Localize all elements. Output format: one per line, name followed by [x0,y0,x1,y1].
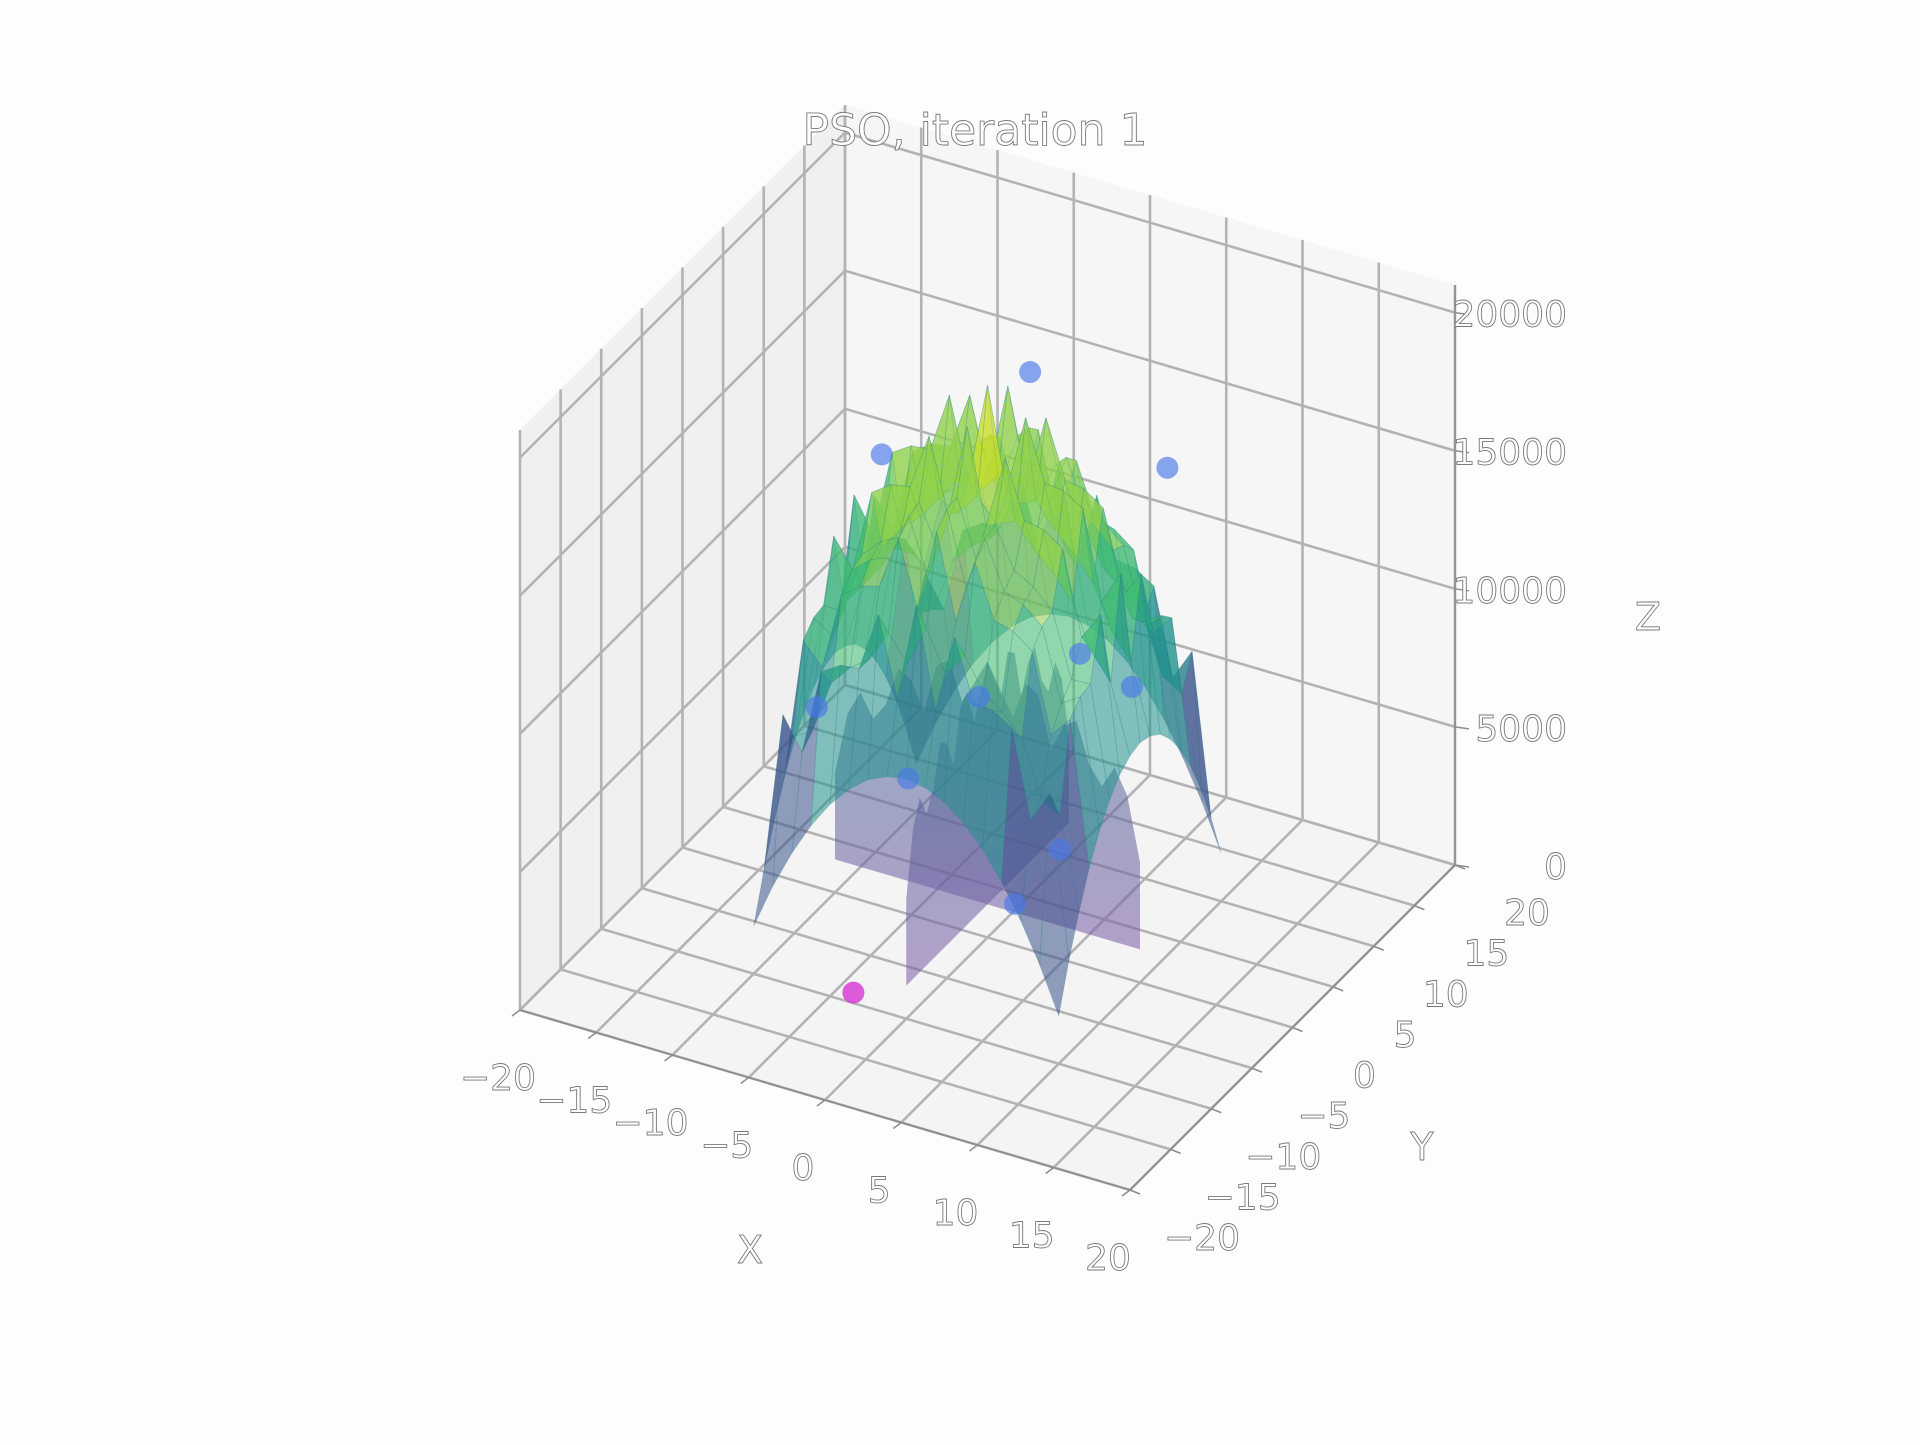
particle-point [1048,838,1071,861]
chart-title: PSO, iteration 1 [803,105,1148,156]
surface-patch [1140,574,1171,740]
y-tick-label: 15 [1463,934,1509,975]
z-axis-label: Z [1635,595,1661,639]
y-tick-label: 5 [1394,1015,1417,1056]
surface-patch [1161,614,1192,767]
y-tick-label: −20 [1164,1218,1240,1259]
particle-point [1019,361,1042,384]
y-tick-mark [1170,1148,1181,1155]
particle-points [805,361,1179,1004]
x-tick-mark [1121,1189,1131,1197]
y-tick-mark [1332,986,1344,992]
z-tick-label: 10000 [1452,571,1567,612]
x-tick-label: 0 [792,1148,815,1189]
y-tick-label: −10 [1245,1137,1321,1178]
grid-line-z [519,545,1456,873]
x-tick-mark [740,1076,750,1085]
y-tick-mark [1210,1108,1222,1114]
z-tick-mark [1454,726,1470,730]
surface-patch [1090,614,1121,802]
surface-patch [1130,574,1161,737]
particle-point [968,686,991,709]
surface-patch [1110,573,1141,758]
y-tick-label: 10 [1423,974,1469,1015]
surface-patch [1181,651,1212,819]
y-tick-label: 20 [1504,893,1550,934]
particle-point [1156,456,1179,479]
y-tick-mark [1129,1189,1141,1195]
surface-patch [1059,719,1090,912]
particle-point [870,443,893,466]
x-tick-label: −15 [536,1081,612,1122]
x-tick-mark [664,1054,673,1062]
particle-point [1004,892,1026,915]
particle-point [897,767,920,790]
y-tick-mark [1373,945,1385,951]
surface-patch [1100,614,1131,777]
grid-line-z [519,269,1456,597]
y-tick-label: −5 [1297,1096,1350,1137]
y-tick-mark [1414,904,1425,911]
z-tick-label: 0 [1544,847,1567,888]
grid-line-z [519,131,1456,459]
x-tick-mark [892,1121,902,1130]
grid-line-z [519,407,1456,735]
y-axis-label: Y [1409,1125,1434,1169]
surface-patch [1049,793,1080,961]
x-tick-mark [1045,1166,1055,1175]
y-tick-label: −15 [1205,1177,1281,1218]
particle-point [1069,642,1091,665]
z-tick-label: 15000 [1452,433,1567,474]
x-tick-label: −20 [460,1058,536,1099]
z-tick-mark [1454,311,1470,316]
x-tick-label: 15 [1009,1216,1055,1257]
x-tick-mark [587,1031,597,1040]
y-tick-mark [1251,1067,1263,1073]
z-tick-mark [1454,588,1470,592]
z-tick-mark [1454,864,1470,868]
surface-patch [1150,614,1182,752]
x-tick-mark [511,1009,521,1017]
surface-patch [1039,793,1070,1018]
surface-patch [1171,617,1202,790]
x-axis-label: X [737,1228,763,1272]
surface-patch [1079,683,1110,832]
x-tick-label: −10 [613,1103,689,1144]
particle-point [805,696,828,719]
x-tick-label: 20 [1085,1238,1131,1279]
x-tick-label: 10 [933,1193,979,1234]
x-tick-label: 5 [868,1171,891,1212]
z-tick-label: 20000 [1452,295,1567,336]
x-tick-mark [969,1144,978,1152]
y-tick-label: 0 [1353,1056,1376,1097]
surface-patch [1069,695,1100,869]
x-tick-mark [816,1099,826,1107]
y-tick-mark [1292,1026,1303,1033]
z-tick-label: 5000 [1475,709,1567,750]
particle-point [1120,675,1143,698]
z-tick-mark [1454,449,1470,454]
x-tick-label: −5 [700,1126,753,1167]
global-best-point [842,981,865,1004]
